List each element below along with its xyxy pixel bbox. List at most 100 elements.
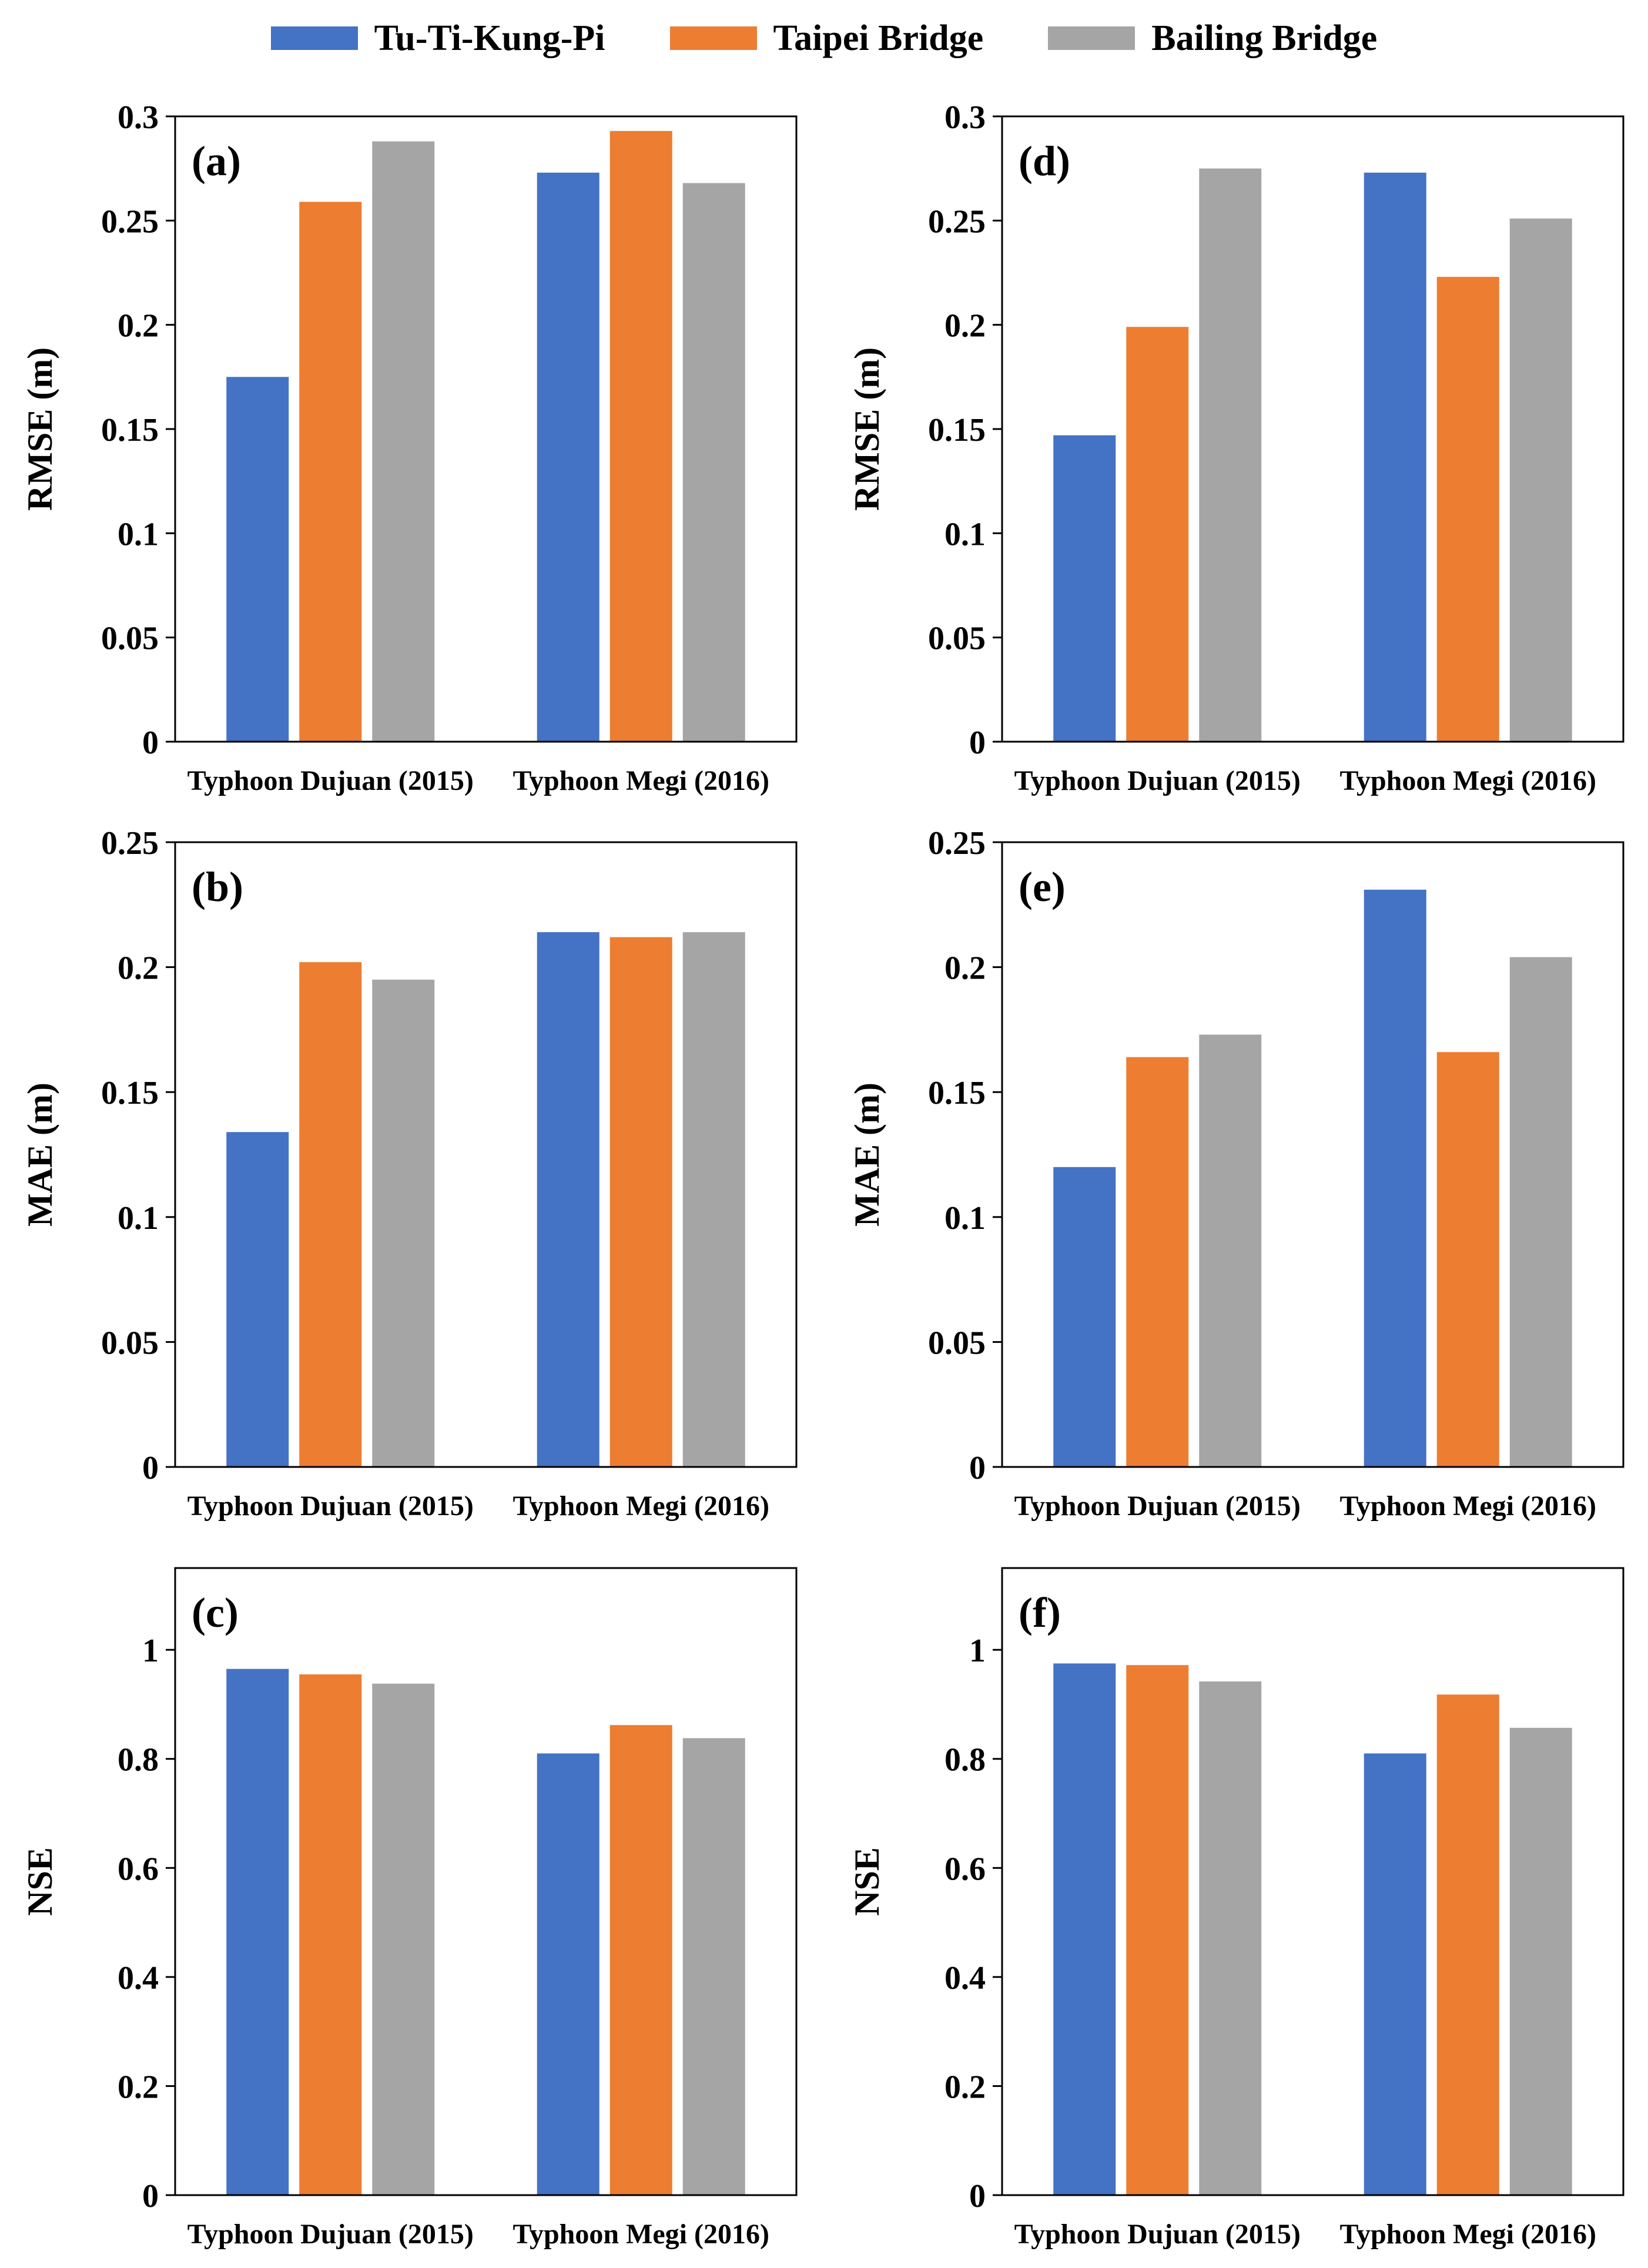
- bar-c-typhoon-dujuan-2015-bailing-bridge: [372, 1683, 435, 2195]
- legend-item-tu-ti-kung-pi: Tu-Ti-Kung-Pi: [270, 18, 605, 59]
- chart-panel-d: Typhoon Dujuan (2015) Typhoon Megi (2016)…: [848, 99, 1624, 796]
- bar-d-typhoon-megi-2016-taipei-bridge: [1436, 277, 1499, 742]
- y-tick-label: 0.4: [944, 1960, 986, 1996]
- y-tick-label: 0.15: [928, 1075, 986, 1111]
- y-axis-label: MAE (m): [848, 1083, 886, 1227]
- bar-d-typhoon-dujuan-2015-taipei-bridge: [1126, 327, 1189, 742]
- bar-b-typhoon-dujuan-2015-taipei-bridge: [299, 962, 362, 1467]
- bar-d-typhoon-dujuan-2015-bailing-bridge: [1199, 168, 1262, 742]
- y-tick-label: 1: [969, 1633, 986, 1669]
- bar-a-typhoon-megi-2016-taipei-bridge: [609, 130, 672, 742]
- bar-f-typhoon-megi-2016-tu-ti-kung-pi: [1364, 1753, 1426, 2195]
- bar-b-typhoon-megi-2016-tu-ti-kung-pi: [537, 932, 599, 1467]
- legend: Tu-Ti-Kung-Pi Taipei Bridge Bailing Brid…: [0, 0, 1648, 76]
- y-tick-label: 0: [969, 725, 986, 761]
- legend-swatch-taipei-bridge: [669, 26, 757, 50]
- y-tick-label: 0.8: [944, 1742, 986, 1778]
- x-tick-label: Typhoon Megi (2016): [1340, 2219, 1596, 2250]
- x-tick-label: Typhoon Dujuan (2015): [187, 765, 474, 796]
- y-tick-label: 0.05: [928, 1325, 986, 1361]
- bar-f-typhoon-megi-2016-taipei-bridge: [1436, 1694, 1499, 2195]
- bar-a-typhoon-megi-2016-tu-ti-kung-pi: [537, 172, 599, 742]
- plot-frame-e: [1001, 841, 1624, 1468]
- y-tick-label: 0.2: [944, 2069, 986, 2105]
- bar-b-typhoon-dujuan-2015-tu-ti-kung-pi: [226, 1132, 289, 1467]
- panel-label: (d): [1019, 138, 1070, 185]
- bar-d-typhoon-megi-2016-bailing-bridge: [1509, 218, 1572, 742]
- x-tick-label: Typhoon Dujuan (2015): [1014, 765, 1301, 796]
- plot-frame-f: [1001, 1567, 1624, 2196]
- x-tick-label: Typhoon Dujuan (2015): [1014, 1490, 1301, 1522]
- y-tick-label: 0: [142, 1450, 159, 1486]
- chart-panel-a: Typhoon Dujuan (2015) Typhoon Megi (2016)…: [21, 99, 798, 796]
- y-axis-label: RMSE (m): [848, 347, 886, 511]
- y-tick-label: 0.1: [118, 1200, 159, 1237]
- y-tick-label: 0.2: [118, 308, 159, 344]
- bar-e-typhoon-dujuan-2015-taipei-bridge: [1126, 1057, 1189, 1467]
- x-tick-label: Typhoon Megi (2016): [513, 1490, 769, 1522]
- bar-b-typhoon-megi-2016-bailing-bridge: [682, 932, 745, 1467]
- legend-swatch-tu-ti-kung-pi: [270, 26, 358, 50]
- x-tick-label: Typhoon Dujuan (2015): [187, 2219, 474, 2250]
- y-axis-label: MAE (m): [21, 1083, 59, 1227]
- y-tick-label: 0: [969, 1450, 986, 1486]
- legend-item-taipei-bridge: Taipei Bridge: [669, 18, 984, 59]
- y-tick-label: 0.15: [101, 412, 159, 448]
- chart-panel-c: Typhoon Dujuan (2015) Typhoon Megi (2016)…: [21, 1567, 798, 2250]
- x-tick-label: Typhoon Megi (2016): [513, 2219, 769, 2250]
- panel-label: (a): [192, 138, 241, 185]
- panel-label: (e): [1019, 863, 1066, 910]
- panel-label: (c): [192, 1589, 239, 1636]
- y-tick-label: 0.25: [101, 203, 159, 240]
- bar-d-typhoon-dujuan-2015-tu-ti-kung-pi: [1053, 435, 1116, 742]
- y-tick-label: 0.25: [928, 825, 986, 862]
- x-tick-label: Typhoon Megi (2016): [1340, 765, 1596, 796]
- legend-label-taipei-bridge: Taipei Bridge: [773, 18, 984, 58]
- legend-label-tu-ti-kung-pi: Tu-Ti-Kung-Pi: [374, 18, 605, 58]
- bar-f-typhoon-dujuan-2015-bailing-bridge: [1199, 1681, 1262, 2195]
- bar-a-typhoon-dujuan-2015-bailing-bridge: [372, 141, 435, 742]
- bar-f-typhoon-dujuan-2015-tu-ti-kung-pi: [1053, 1663, 1116, 2195]
- plot-frame-c: [174, 1567, 798, 2196]
- y-axis-label: NSE: [848, 1847, 886, 1916]
- y-tick-label: 0.4: [118, 1960, 159, 1996]
- bar-c-typhoon-megi-2016-tu-ti-kung-pi: [537, 1753, 599, 2195]
- y-tick-label: 0.2: [118, 2069, 159, 2105]
- bar-c-typhoon-dujuan-2015-tu-ti-kung-pi: [226, 1669, 289, 2195]
- y-axis-label: RMSE (m): [21, 347, 59, 511]
- y-tick-label: 0.3: [118, 99, 159, 136]
- y-tick-label: 0.1: [944, 1200, 986, 1237]
- y-tick-label: 0.8: [118, 1742, 159, 1778]
- panel-label: (b): [192, 863, 243, 910]
- y-tick-label: 0.15: [101, 1075, 159, 1111]
- bar-e-typhoon-megi-2016-tu-ti-kung-pi: [1364, 889, 1426, 1467]
- panel-label: (f): [1019, 1589, 1061, 1636]
- y-tick-label: 0.3: [944, 99, 986, 136]
- y-tick-label: 0.05: [928, 621, 986, 657]
- bar-b-typhoon-dujuan-2015-bailing-bridge: [372, 979, 435, 1467]
- y-tick-label: 0.25: [928, 203, 986, 240]
- bar-e-typhoon-megi-2016-bailing-bridge: [1509, 957, 1572, 1467]
- bar-f-typhoon-megi-2016-bailing-bridge: [1509, 1727, 1572, 2195]
- x-tick-label: Typhoon Megi (2016): [513, 765, 769, 796]
- y-tick-label: 0: [142, 725, 159, 761]
- x-tick-label: Typhoon Dujuan (2015): [187, 1490, 474, 1522]
- y-tick-label: 0.05: [101, 621, 159, 657]
- y-axis-label: NSE: [21, 1847, 59, 1916]
- y-tick-label: 0.05: [101, 1325, 159, 1361]
- plot-frame-b: [174, 841, 798, 1468]
- bar-b-typhoon-megi-2016-taipei-bridge: [609, 937, 672, 1467]
- y-tick-label: 0: [142, 2178, 159, 2215]
- bar-d-typhoon-megi-2016-tu-ti-kung-pi: [1364, 172, 1426, 742]
- y-tick-label: 1: [142, 1633, 159, 1669]
- bar-e-typhoon-dujuan-2015-tu-ti-kung-pi: [1053, 1167, 1116, 1467]
- x-tick-label: Typhoon Megi (2016): [1340, 1490, 1596, 1522]
- bar-a-typhoon-dujuan-2015-tu-ti-kung-pi: [226, 377, 289, 742]
- y-tick-label: 0.2: [118, 950, 159, 987]
- x-tick-label: Typhoon Dujuan (2015): [1014, 2219, 1301, 2250]
- chart-panel-b: Typhoon Dujuan (2015) Typhoon Megi (2016)…: [21, 825, 798, 1522]
- bar-f-typhoon-dujuan-2015-taipei-bridge: [1126, 1665, 1189, 2195]
- y-tick-label: 0: [969, 2178, 986, 2215]
- legend-item-bailing-bridge: Bailing Bridge: [1048, 18, 1377, 59]
